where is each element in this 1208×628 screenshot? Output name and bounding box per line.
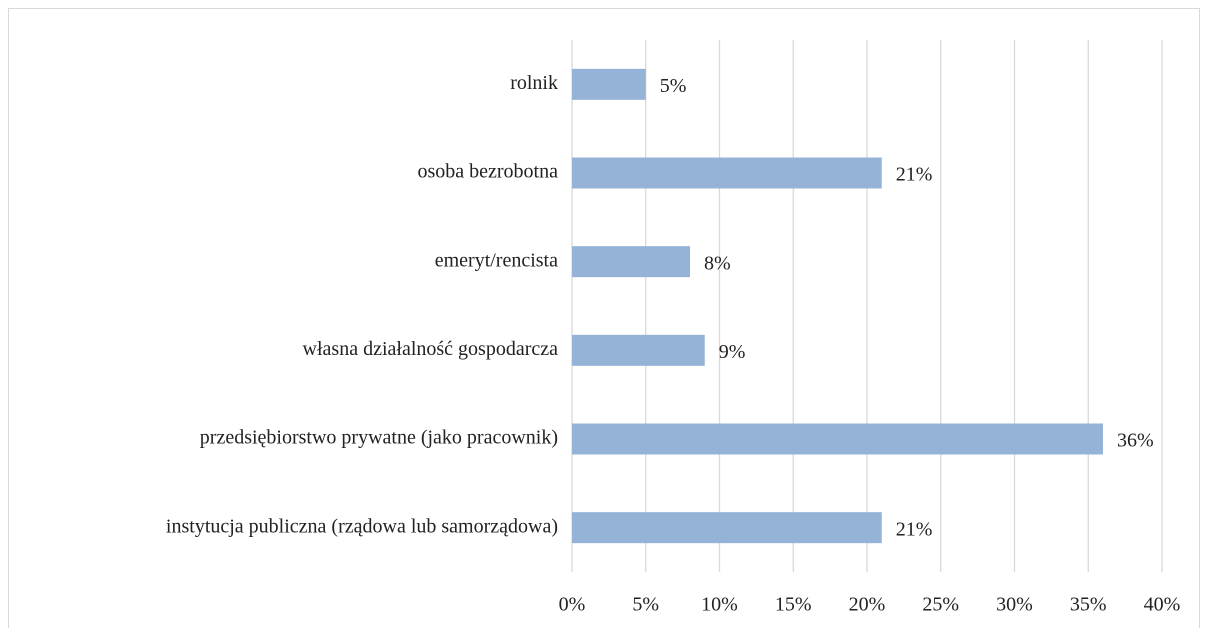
x-tick-label: 5% bbox=[632, 594, 659, 616]
x-tick-label: 40% bbox=[1144, 594, 1181, 616]
y-tick-label: własna działalność gospodarcza bbox=[303, 338, 559, 360]
x-tick-label: 15% bbox=[775, 594, 812, 616]
x-tick-label: 10% bbox=[701, 594, 738, 616]
bar bbox=[572, 157, 882, 189]
data-label: 8% bbox=[704, 252, 731, 274]
x-tick-label: 35% bbox=[1070, 594, 1107, 616]
bar bbox=[572, 246, 690, 278]
y-tick-label: instytucja publiczna (rządowa lub samorz… bbox=[166, 515, 558, 537]
data-label: 5% bbox=[660, 75, 687, 97]
chart-border bbox=[8, 8, 1200, 628]
bar bbox=[572, 334, 705, 366]
bar bbox=[572, 512, 882, 544]
y-tick-label: przedsiębiorstwo prywatne (jako pracowni… bbox=[200, 427, 558, 449]
data-label: 36% bbox=[1117, 430, 1154, 452]
y-tick-label: rolnik bbox=[510, 72, 558, 94]
x-tick-label: 0% bbox=[559, 594, 586, 616]
data-label: 21% bbox=[896, 518, 933, 540]
y-tick-label: osoba bezrobotna bbox=[417, 161, 558, 183]
bar bbox=[572, 68, 646, 100]
bar bbox=[572, 423, 1103, 455]
x-tick-label: 25% bbox=[922, 594, 959, 616]
x-tick-label: 30% bbox=[996, 594, 1033, 616]
data-label: 9% bbox=[719, 341, 746, 363]
data-label: 21% bbox=[896, 164, 933, 186]
x-tick-label: 20% bbox=[849, 594, 886, 616]
y-tick-label: emeryt/rencista bbox=[435, 249, 558, 271]
